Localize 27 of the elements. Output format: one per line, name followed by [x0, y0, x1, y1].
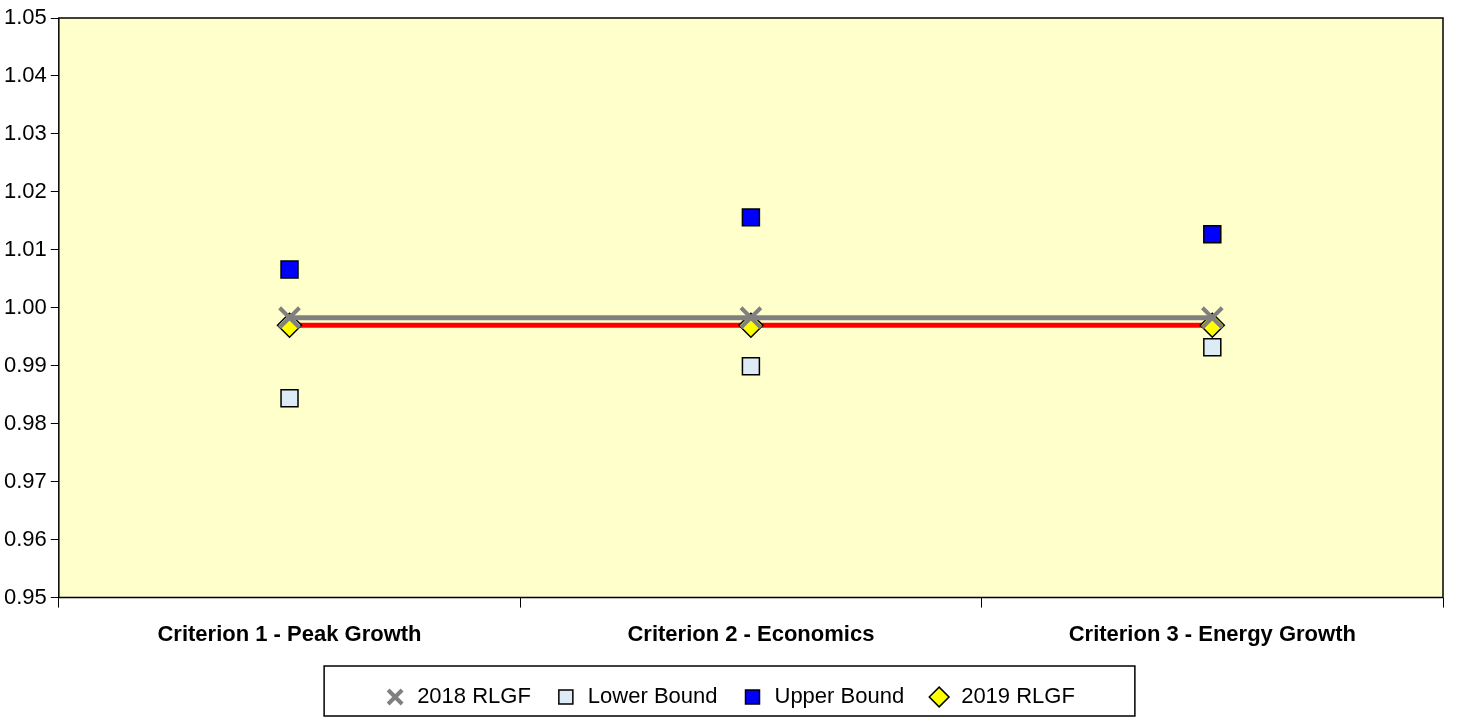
x-tick-label: Criterion 2 - Economics	[627, 620, 875, 646]
y-tick-label: 0.97	[3, 467, 47, 493]
point	[741, 357, 761, 376]
y-tick-label: 0.99	[3, 351, 47, 377]
point	[280, 260, 299, 279]
legend-label: Lower Bound	[587, 683, 718, 709]
point	[741, 208, 761, 227]
point	[1200, 305, 1225, 330]
y-tick-label: 1.02	[3, 177, 47, 203]
legend-label: Upper Bound	[774, 683, 905, 709]
legend-label: 2018 RLGF	[417, 683, 531, 709]
point	[280, 388, 299, 408]
y-tick-label: 1.03	[3, 119, 47, 145]
x-tick-label: Criterion 1 - Peak Growth	[157, 620, 422, 646]
point	[1203, 337, 1222, 357]
y-tick-label: 0.95	[3, 583, 47, 609]
y-tick-label: 0.98	[3, 409, 47, 435]
x-tick-label: Criterion 3 - Energy Growth	[1068, 620, 1356, 646]
legend-label: 2019 RLGF	[961, 683, 1075, 709]
y-tick-label: 1.00	[3, 293, 47, 319]
point	[277, 305, 302, 330]
point	[739, 305, 763, 330]
y-tick-label: 1.01	[3, 235, 47, 261]
y-tick-label: 1.05	[3, 4, 47, 30]
y-tick-label: 0.96	[3, 525, 47, 551]
y-tick-label: 1.04	[3, 62, 47, 88]
point	[1203, 224, 1222, 244]
